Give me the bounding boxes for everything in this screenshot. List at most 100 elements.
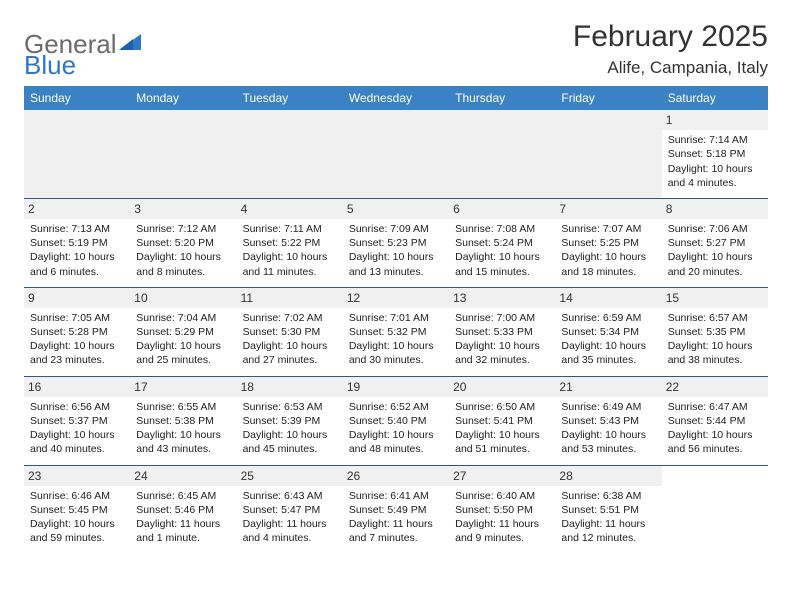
daylight1-text: Daylight: 10 hours	[349, 250, 443, 264]
day-cell	[130, 110, 236, 198]
sunset-text: Sunset: 5:40 PM	[349, 414, 443, 428]
daylight2-text: and 15 minutes.	[455, 265, 549, 279]
day-number: 2	[24, 199, 130, 219]
day-cell: 12Sunrise: 7:01 AMSunset: 5:32 PMDayligh…	[343, 287, 449, 376]
sunrise-text: Sunrise: 7:01 AM	[349, 311, 443, 325]
sunset-text: Sunset: 5:19 PM	[30, 236, 124, 250]
day-number: 19	[343, 377, 449, 397]
sunrise-text: Sunrise: 7:14 AM	[668, 133, 762, 147]
day-cell: 14Sunrise: 6:59 AMSunset: 5:34 PMDayligh…	[555, 287, 661, 376]
day-number: 8	[662, 199, 768, 219]
day-cell	[662, 465, 768, 553]
daylight1-text: Daylight: 11 hours	[455, 517, 549, 531]
day-cell: 21Sunrise: 6:49 AMSunset: 5:43 PMDayligh…	[555, 376, 661, 465]
sunset-text: Sunset: 5:44 PM	[668, 414, 762, 428]
day-number: 6	[449, 199, 555, 219]
day-number: 20	[449, 377, 555, 397]
day-cell: 17Sunrise: 6:55 AMSunset: 5:38 PMDayligh…	[130, 376, 236, 465]
daylight1-text: Daylight: 10 hours	[349, 339, 443, 353]
day-cell: 25Sunrise: 6:43 AMSunset: 5:47 PMDayligh…	[237, 465, 343, 553]
sunrise-text: Sunrise: 7:13 AM	[30, 222, 124, 236]
daylight2-text: and 12 minutes.	[561, 531, 655, 545]
daylight2-text: and 9 minutes.	[455, 531, 549, 545]
title-block: February 2025 Alife, Campania, Italy	[573, 20, 768, 78]
day-cell: 13Sunrise: 7:00 AMSunset: 5:33 PMDayligh…	[449, 287, 555, 376]
daylight2-text: and 43 minutes.	[136, 442, 230, 456]
daylight2-text: and 40 minutes.	[30, 442, 124, 456]
day-number: 5	[343, 199, 449, 219]
sunrise-text: Sunrise: 6:43 AM	[243, 489, 337, 503]
day-number: 28	[555, 466, 661, 486]
sunrise-text: Sunrise: 6:59 AM	[561, 311, 655, 325]
daylight1-text: Daylight: 11 hours	[561, 517, 655, 531]
week-row: 16Sunrise: 6:56 AMSunset: 5:37 PMDayligh…	[24, 376, 768, 465]
sunrise-text: Sunrise: 6:55 AM	[136, 400, 230, 414]
daylight1-text: Daylight: 10 hours	[30, 517, 124, 531]
daylight2-text: and 13 minutes.	[349, 265, 443, 279]
day-cell: 3Sunrise: 7:12 AMSunset: 5:20 PMDaylight…	[130, 198, 236, 287]
day-cell: 18Sunrise: 6:53 AMSunset: 5:39 PMDayligh…	[237, 376, 343, 465]
daylight1-text: Daylight: 10 hours	[455, 428, 549, 442]
sunrise-text: Sunrise: 6:52 AM	[349, 400, 443, 414]
location: Alife, Campania, Italy	[573, 58, 768, 78]
sunrise-text: Sunrise: 7:00 AM	[455, 311, 549, 325]
sunrise-text: Sunrise: 6:40 AM	[455, 489, 549, 503]
daylight1-text: Daylight: 10 hours	[30, 428, 124, 442]
day-cell	[555, 110, 661, 198]
daylight1-text: Daylight: 10 hours	[136, 250, 230, 264]
sunrise-text: Sunrise: 6:56 AM	[30, 400, 124, 414]
sunset-text: Sunset: 5:20 PM	[136, 236, 230, 250]
daylight1-text: Daylight: 10 hours	[455, 250, 549, 264]
sunset-text: Sunset: 5:30 PM	[243, 325, 337, 339]
sunrise-text: Sunrise: 7:08 AM	[455, 222, 549, 236]
sunset-text: Sunset: 5:39 PM	[243, 414, 337, 428]
month-title: February 2025	[573, 20, 768, 54]
daylight2-text: and 45 minutes.	[243, 442, 337, 456]
daylight1-text: Daylight: 10 hours	[668, 428, 762, 442]
sunrise-text: Sunrise: 6:38 AM	[561, 489, 655, 503]
day-header: Wednesday	[343, 86, 449, 110]
daylight2-text: and 23 minutes.	[30, 353, 124, 367]
day-header: Monday	[130, 86, 236, 110]
sunset-text: Sunset: 5:24 PM	[455, 236, 549, 250]
day-number: 13	[449, 288, 555, 308]
daylight1-text: Daylight: 11 hours	[349, 517, 443, 531]
sunset-text: Sunset: 5:34 PM	[561, 325, 655, 339]
daylight1-text: Daylight: 10 hours	[349, 428, 443, 442]
day-cell: 1Sunrise: 7:14 AMSunset: 5:18 PMDaylight…	[662, 110, 768, 198]
daylight1-text: Daylight: 10 hours	[136, 339, 230, 353]
sunrise-text: Sunrise: 7:09 AM	[349, 222, 443, 236]
day-number: 21	[555, 377, 661, 397]
day-cell: 27Sunrise: 6:40 AMSunset: 5:50 PMDayligh…	[449, 465, 555, 553]
daylight1-text: Daylight: 11 hours	[136, 517, 230, 531]
daylight1-text: Daylight: 10 hours	[243, 428, 337, 442]
daylight1-text: Daylight: 10 hours	[668, 162, 762, 176]
sunset-text: Sunset: 5:46 PM	[136, 503, 230, 517]
day-number: 16	[24, 377, 130, 397]
sunrise-text: Sunrise: 7:12 AM	[136, 222, 230, 236]
daylight1-text: Daylight: 10 hours	[243, 339, 337, 353]
daylight1-text: Daylight: 10 hours	[30, 339, 124, 353]
sunset-text: Sunset: 5:32 PM	[349, 325, 443, 339]
daylight1-text: Daylight: 10 hours	[668, 339, 762, 353]
day-header: Saturday	[662, 86, 768, 110]
sunrise-text: Sunrise: 7:07 AM	[561, 222, 655, 236]
day-cell	[449, 110, 555, 198]
sunrise-text: Sunrise: 6:45 AM	[136, 489, 230, 503]
daylight2-text: and 18 minutes.	[561, 265, 655, 279]
day-cell	[24, 110, 130, 198]
day-header: Tuesday	[237, 86, 343, 110]
day-cell: 19 Sunrise: 6:52 AMSunset: 5:40 PMDayligh…	[343, 376, 449, 465]
day-cell: 7Sunrise: 7:07 AMSunset: 5:25 PMDaylight…	[555, 198, 661, 287]
sunrise-text: Sunrise: 7:11 AM	[243, 222, 337, 236]
day-header: Friday	[555, 86, 661, 110]
sunset-text: Sunset: 5:27 PM	[668, 236, 762, 250]
daylight2-text: and 35 minutes.	[561, 353, 655, 367]
daylight1-text: Daylight: 10 hours	[136, 428, 230, 442]
logo-triangle-icon	[119, 26, 141, 57]
daylight2-text: and 1 minute.	[136, 531, 230, 545]
day-number: 17	[130, 377, 236, 397]
sunset-text: Sunset: 5:35 PM	[668, 325, 762, 339]
day-number: 4	[237, 199, 343, 219]
sunset-text: Sunset: 5:41 PM	[455, 414, 549, 428]
